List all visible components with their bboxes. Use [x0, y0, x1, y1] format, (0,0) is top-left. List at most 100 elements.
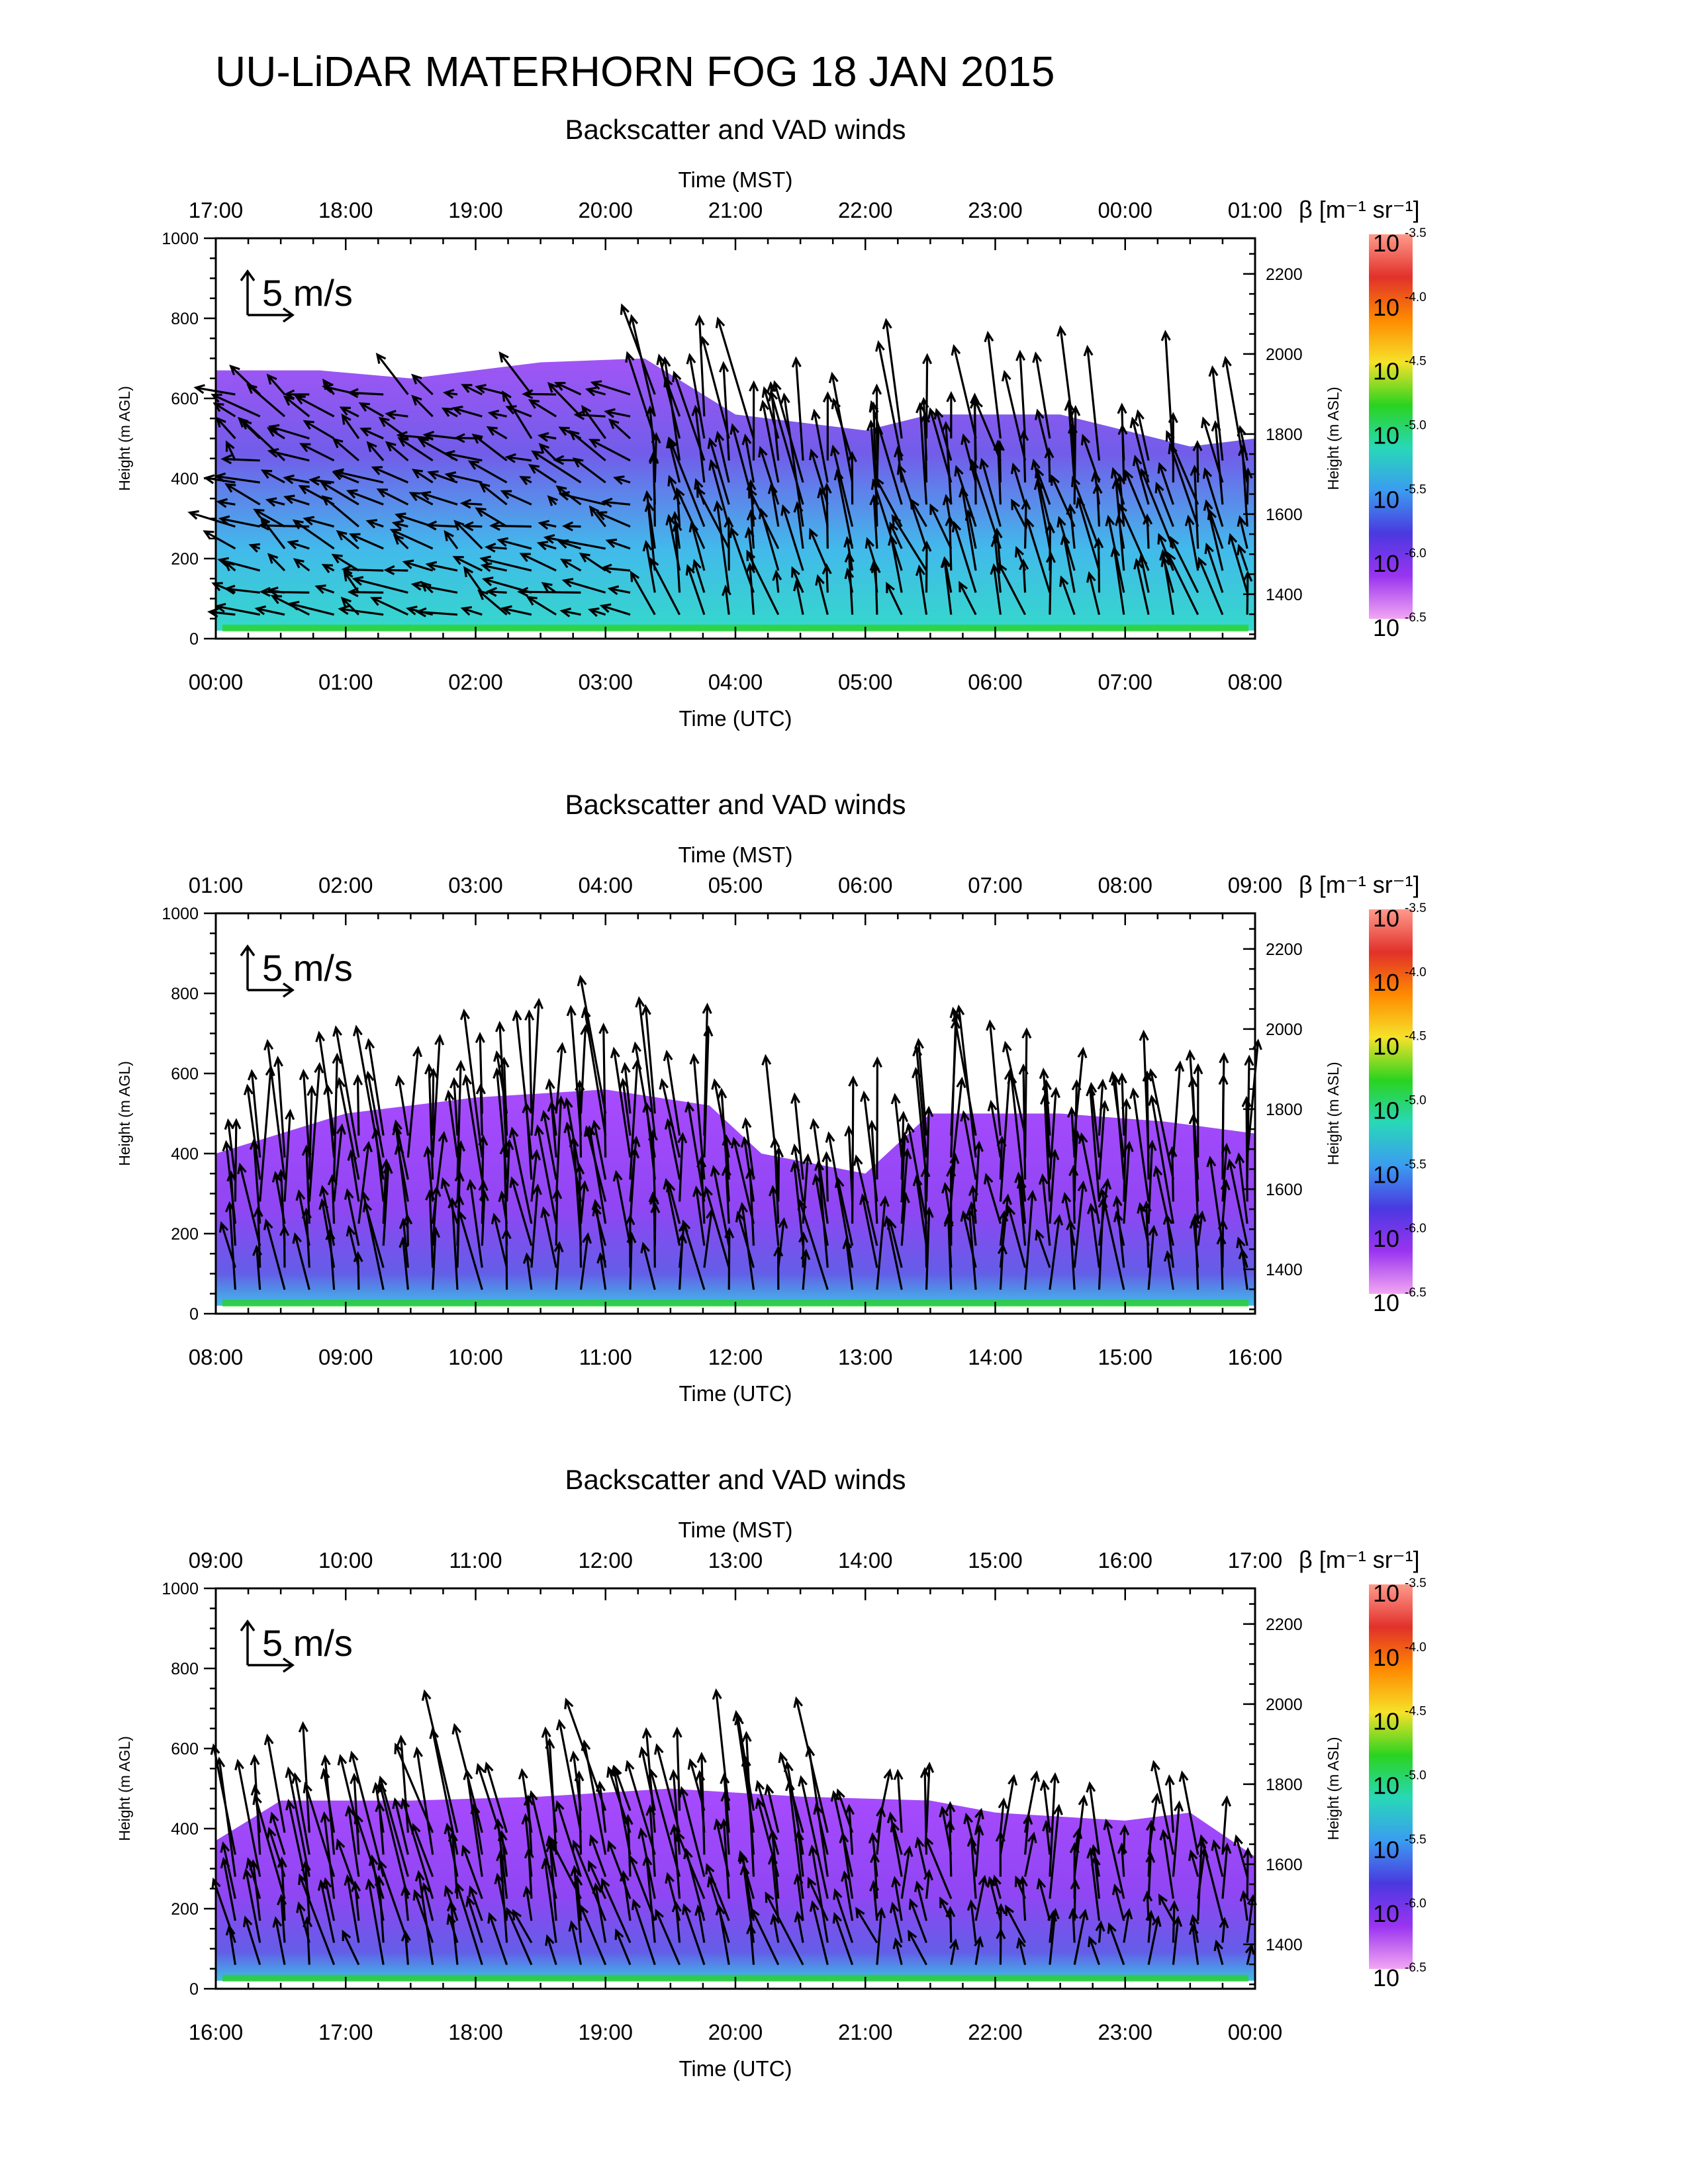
wind-arrow	[1073, 1908, 1089, 1966]
wind-arrow	[253, 508, 285, 527]
wind-arrow	[844, 567, 855, 593]
wind-arrow	[487, 410, 507, 420]
wind-arrow	[263, 1218, 286, 1291]
y-tick-label-left: 400	[171, 1145, 199, 1163]
wind-arrow	[314, 584, 335, 594]
colorbar-tick-base: 10	[1373, 358, 1399, 385]
wind-arrow	[485, 586, 507, 597]
y-tick-label-left: 400	[171, 1820, 199, 1839]
reference-vector	[240, 1619, 295, 1673]
wind-arrow	[1140, 468, 1174, 549]
x-tick-label-bottom: 00:00	[1228, 2020, 1283, 2044]
wind-arrow	[886, 581, 903, 615]
wind-arrow	[1147, 1224, 1158, 1290]
wind-arrow	[830, 444, 854, 527]
wind-arrow	[765, 1891, 804, 1966]
wind-arrow	[667, 436, 706, 527]
wind-arrow	[566, 1005, 583, 1136]
wind-arrow	[1208, 365, 1224, 461]
x-tick-label-bottom: 16:00	[1228, 1345, 1283, 1369]
colorbar-tick-base: 10	[1373, 1836, 1399, 1863]
wind-arrow	[770, 1913, 780, 1943]
wind-arrow	[1111, 1884, 1125, 1921]
colorbar-tick-base: 10	[1373, 969, 1399, 996]
wind-arrow	[1098, 1178, 1112, 1246]
wind-arrow	[810, 408, 829, 483]
wind-arrow	[637, 1827, 656, 1899]
ticks	[204, 1587, 1256, 1990]
wind-arrow	[303, 1782, 336, 1878]
wind-arrow	[758, 445, 780, 505]
y-tick-label-right: 2200	[1266, 1615, 1303, 1634]
wind-arrow	[308, 475, 334, 486]
wind-arrow	[600, 563, 631, 574]
wind-arrow	[1064, 399, 1076, 483]
wind-arrow	[1196, 1210, 1207, 1246]
wind-arrow	[641, 1004, 656, 1114]
wind-arrow	[568, 430, 606, 462]
wind-arrow	[900, 1845, 914, 1899]
wind-arrow	[475, 507, 508, 527]
wind-arrow	[896, 463, 928, 549]
panel-3: Backscatter and VAD winds Time (MST) Time …	[116, 1464, 1427, 2081]
wind-arrow	[749, 380, 759, 461]
wind-arrow	[1192, 439, 1203, 483]
wind-arrow	[914, 1038, 928, 1136]
wind-arrow	[415, 607, 458, 617]
wind-arrow	[536, 541, 557, 551]
wind-arrow	[1170, 535, 1199, 594]
x-tick-label-bottom: 04:00	[708, 670, 763, 694]
wind-arrow	[1025, 517, 1051, 593]
wind-arrow	[444, 450, 483, 462]
wind-arrow	[496, 537, 532, 550]
wind-arrow	[889, 1901, 903, 1943]
wind-arrow	[444, 529, 459, 549]
wind-arrow	[933, 408, 953, 461]
wind-arrow	[735, 1210, 755, 1268]
wind-arrow	[522, 1886, 533, 1921]
wind-arrow	[486, 426, 508, 439]
wind-arrow	[504, 453, 532, 463]
wind-arrow	[592, 1205, 607, 1246]
wind-arrow	[607, 585, 631, 596]
colorbar-tick-base: 10	[1373, 1708, 1399, 1735]
x-axis-top-label: Time (MST)	[679, 842, 793, 867]
wind-arrow	[242, 1915, 261, 1966]
wind-arrow	[519, 476, 532, 486]
x-axis-bottom-label: Time (UTC)	[679, 706, 792, 731]
wind-arrow	[1157, 462, 1174, 505]
y-tick-label-right: 1600	[1266, 506, 1303, 524]
wind-arrow	[242, 1868, 261, 1943]
y-axis-left-label: Height (m AGL)	[116, 386, 133, 491]
wind-arrow	[423, 1146, 434, 1202]
wind-arrow	[411, 1823, 434, 1878]
wind-arrow	[1135, 409, 1150, 461]
y-axis-left-label: Height (m AGL)	[116, 1736, 133, 1841]
wind-arrow	[347, 388, 384, 398]
wind-arrow	[559, 608, 581, 617]
wind-arrow	[759, 399, 780, 483]
y-tick-label-left: 1000	[162, 230, 199, 248]
wind-arrow	[984, 330, 1002, 439]
wind-arrow	[641, 1727, 656, 1833]
wind-arrow	[1110, 467, 1125, 505]
wind-arrow	[353, 1812, 385, 1899]
wind-arrow	[1154, 481, 1174, 527]
wind-arrow	[1059, 575, 1076, 615]
wind-arrow	[292, 519, 335, 550]
wind-arrow	[587, 1860, 607, 1899]
wind-arrow	[1221, 355, 1248, 483]
wind-arrow	[332, 1025, 360, 1158]
x-tick-label-bottom: 22:00	[968, 2020, 1023, 2044]
wind-arrow	[298, 1873, 336, 1966]
wind-arrow	[485, 543, 507, 553]
wind-arrow	[267, 448, 310, 462]
wind-arrow	[444, 1885, 459, 1921]
wind-arrow	[922, 353, 933, 439]
x-axis-top-label: Time (MST)	[679, 167, 793, 192]
wind-arrow	[791, 566, 804, 594]
wind-arrow	[1032, 351, 1051, 439]
wind-arrow	[291, 1772, 310, 1855]
wind-arrow	[832, 1912, 854, 1966]
wind-arrow	[941, 1181, 953, 1224]
